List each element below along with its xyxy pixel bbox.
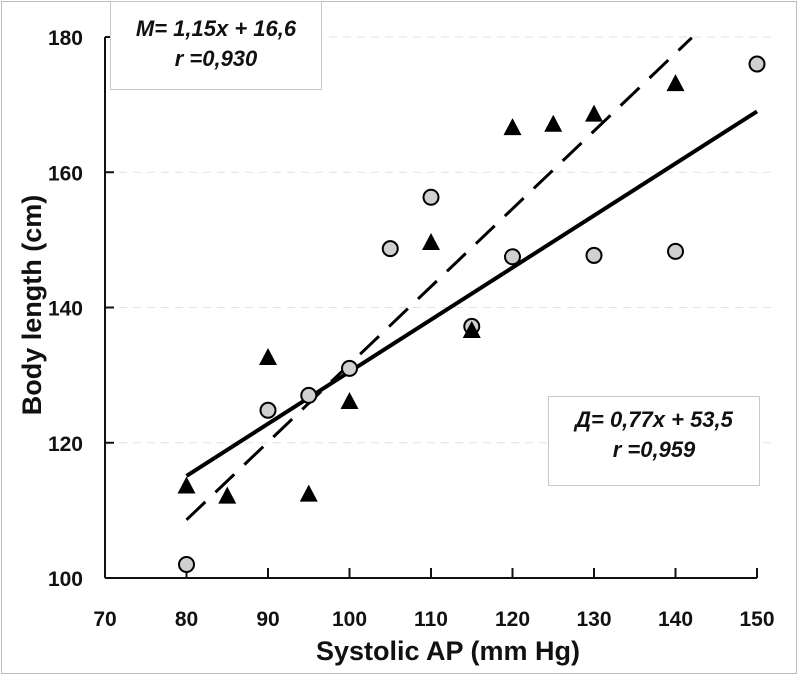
x-axis-title: Systolic AP (mm Hg) <box>316 636 580 666</box>
point-circle <box>585 246 603 264</box>
trendline-m <box>185 36 693 521</box>
point-circle <box>259 401 277 419</box>
point-circle <box>300 386 318 404</box>
trendlines <box>185 36 759 521</box>
point-circle <box>341 359 358 377</box>
point-triangle <box>299 484 318 502</box>
equation-m: M= 1,15x + 16,6 <box>135 16 297 41</box>
point-circle <box>748 55 766 73</box>
y-tick-label-180: 180 <box>48 27 83 50</box>
x-tick-label-150: 150 <box>739 608 774 631</box>
x-tick-label-70: 70 <box>93 608 116 631</box>
equation-d: Д= 0,77x + 53,5 <box>575 407 733 432</box>
point-triangle <box>340 391 359 409</box>
x-tick-label-140: 140 <box>658 608 693 631</box>
point-circle <box>178 555 195 573</box>
data-points <box>177 55 766 573</box>
point-triangle <box>666 74 685 92</box>
y-tick-label-160: 160 <box>48 162 83 185</box>
equation-box-d: Д= 0,77x + 53,5 r =0,959 <box>548 396 760 486</box>
y-tick-label-120: 120 <box>48 433 83 456</box>
y-tick-label-140: 140 <box>48 298 83 321</box>
x-tick-label-110: 110 <box>414 608 448 631</box>
point-circle <box>422 188 440 206</box>
y-axis-title: Body length (cm) <box>17 195 47 416</box>
x-tick-label-90: 90 <box>256 608 279 631</box>
x-tick-label-80: 80 <box>175 608 198 631</box>
point-triangle <box>585 104 603 122</box>
tick-labels: 100 120 140 160 180 70 80 90 100 110 120 130 140 150 <box>48 27 775 631</box>
correlation-m: r =0,930 <box>174 46 258 71</box>
correlation-d: r =0,959 <box>612 437 696 462</box>
x-tick-label-100: 100 <box>332 608 367 631</box>
x-tick-label-130: 130 <box>576 608 611 631</box>
x-tick-label-120: 120 <box>495 608 530 631</box>
equation-box-m: M= 1,15x + 16,6 r =0,930 <box>110 1 322 90</box>
point-triangle <box>422 233 440 251</box>
trendline-d <box>185 109 759 478</box>
point-circle <box>667 242 684 260</box>
point-triangle <box>462 320 481 338</box>
point-circle <box>381 240 399 258</box>
point-triangle <box>503 118 522 136</box>
point-circle <box>504 248 521 266</box>
point-triangle <box>544 114 563 132</box>
point-triangle <box>177 476 196 494</box>
gridlines <box>105 36 777 444</box>
y-tick-label-100: 100 <box>48 568 83 591</box>
point-triangle <box>259 348 277 366</box>
point-triangle <box>218 486 237 504</box>
